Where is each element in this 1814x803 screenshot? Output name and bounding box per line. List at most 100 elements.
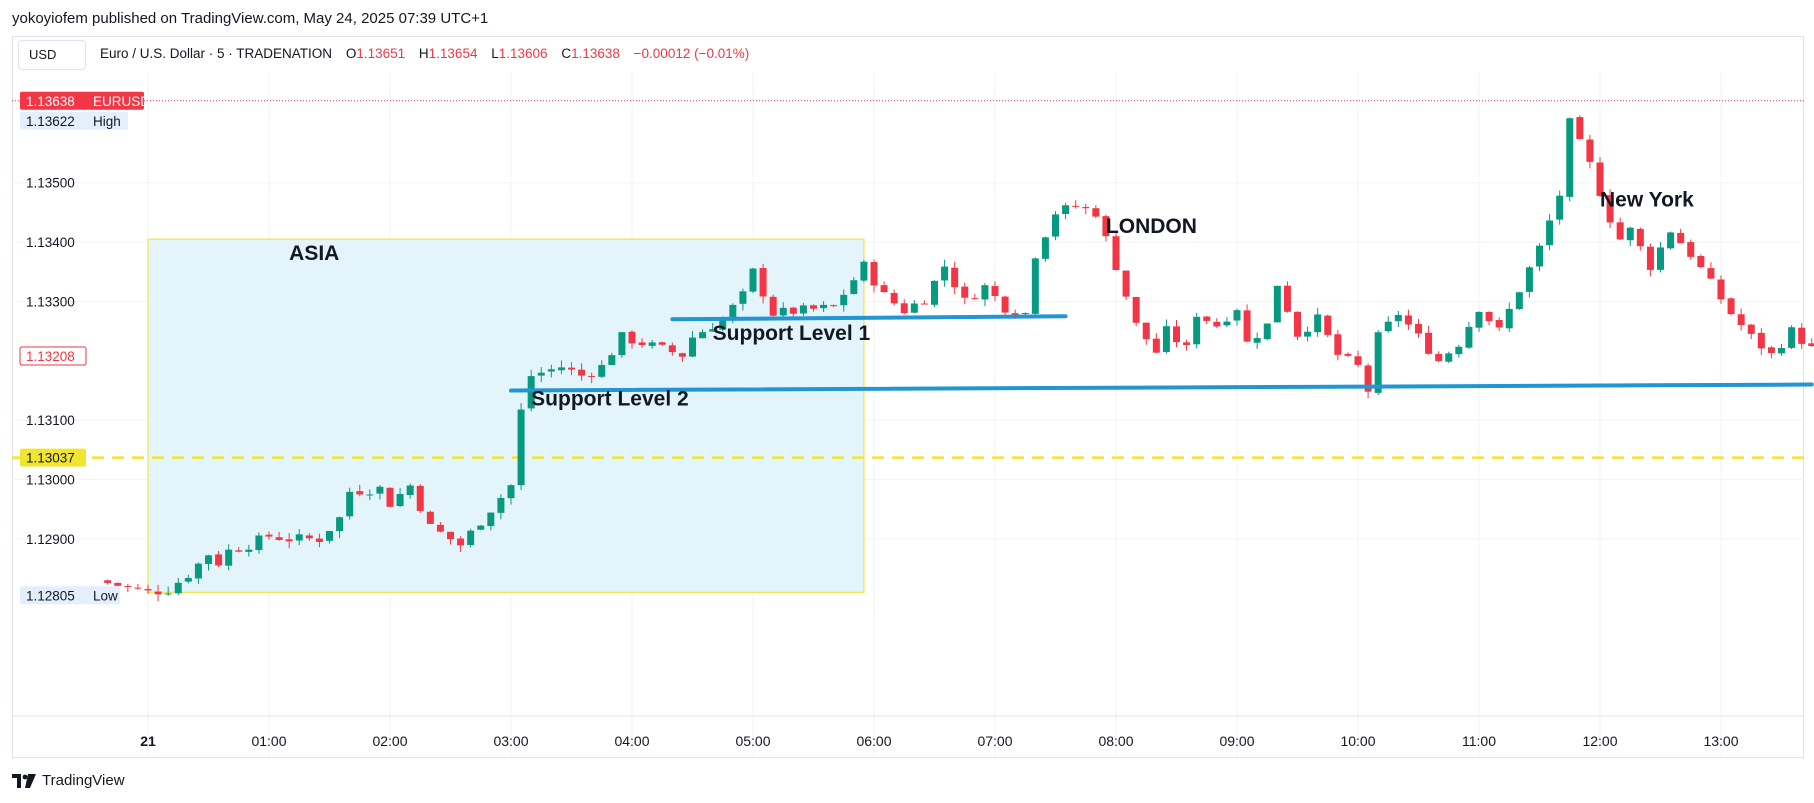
candle-body — [870, 262, 878, 286]
candle-body — [507, 485, 515, 499]
candle-body — [1576, 117, 1584, 140]
x-tick-label: 04:00 — [614, 733, 649, 749]
price-label-outline — [19, 346, 87, 366]
candle-body — [477, 525, 485, 530]
candle-body — [134, 587, 142, 589]
candle-body — [1636, 228, 1644, 247]
candle-body — [114, 582, 122, 586]
candle-body — [1374, 332, 1382, 393]
candle-body — [1445, 353, 1453, 362]
candle-body — [920, 303, 928, 305]
candle-body — [1737, 314, 1745, 326]
candle-body — [305, 535, 313, 539]
candle-body — [991, 286, 999, 296]
candle-body — [769, 296, 777, 316]
candle-body — [1455, 346, 1463, 355]
candle-body — [315, 538, 323, 542]
x-tick-label: 13:00 — [1703, 733, 1738, 749]
candle-body — [1193, 316, 1201, 345]
currency-button[interactable]: USD — [18, 40, 86, 70]
candle-body — [1324, 315, 1332, 335]
price-label-tag: EURUSD — [93, 94, 150, 109]
candle-body — [1596, 162, 1604, 196]
candle-body — [799, 305, 807, 314]
candle-body — [497, 497, 505, 513]
candle-body — [941, 266, 949, 281]
support-label-1: Support Level 1 — [713, 322, 871, 345]
candle-body — [275, 537, 283, 540]
high-label: H — [418, 46, 429, 61]
candle-body — [124, 586, 132, 588]
candle-body — [1525, 267, 1533, 292]
candle-body — [1092, 208, 1100, 217]
candle-body — [1334, 334, 1342, 355]
candle-body — [436, 524, 444, 532]
candle-body — [1173, 326, 1180, 343]
ohlc-legend: Euro / U.S. Dollar · 5 · TRADENATION O1.… — [100, 46, 759, 61]
candle-body — [810, 305, 817, 309]
price-label-value: 1.12805 — [26, 588, 75, 603]
x-tick-label: 01:00 — [251, 733, 286, 749]
candle-body — [1415, 323, 1422, 334]
candle-body — [1203, 316, 1211, 321]
candle-body — [487, 512, 495, 527]
y-tick-label: 1.13400 — [26, 235, 75, 250]
candle-body — [326, 530, 333, 541]
candle-body — [1011, 313, 1019, 316]
candle-body — [830, 305, 838, 307]
candle-body — [699, 332, 707, 339]
candle-body — [1757, 332, 1765, 349]
candle-body — [457, 538, 465, 546]
candle-body — [1465, 326, 1473, 348]
candle-body — [1223, 321, 1231, 326]
price-label-high — [20, 111, 128, 130]
candle-body — [1566, 118, 1574, 197]
candle-body — [1253, 338, 1261, 343]
candle-body — [356, 491, 364, 495]
tradingview-logo-icon — [12, 773, 36, 788]
y-tick-label: 1.13100 — [26, 413, 75, 428]
candle-body — [1394, 314, 1402, 322]
candle-body — [1404, 315, 1412, 325]
candle-body — [971, 298, 979, 300]
candle-body — [1263, 323, 1271, 340]
candle-body — [1062, 205, 1070, 215]
candle-body — [1646, 246, 1654, 270]
candle-body — [1657, 247, 1664, 270]
price-label-value: 1.13622 — [26, 114, 75, 129]
candle-body — [164, 593, 172, 595]
candle-body — [1082, 207, 1090, 209]
candle-body — [608, 355, 616, 365]
candle-body — [336, 517, 344, 532]
candle-body — [1041, 237, 1049, 259]
tradingview-brand[interactable]: TradingView — [12, 772, 125, 789]
candle-body — [1425, 332, 1433, 354]
candle-body — [557, 367, 565, 371]
x-tick-label: 05:00 — [735, 733, 770, 749]
price-label-last — [20, 91, 144, 110]
candle-body — [1273, 285, 1281, 323]
candle-body — [779, 307, 787, 316]
price-label-tag: High — [93, 114, 121, 129]
candle-body — [689, 337, 696, 357]
candle-body — [1354, 356, 1362, 365]
candle-body — [205, 555, 212, 564]
candle-body — [396, 493, 404, 507]
x-tick-label: 09:00 — [1219, 733, 1254, 749]
candle-body — [1687, 242, 1695, 257]
session-label-london: LONDON — [1106, 215, 1197, 238]
candle-body — [628, 331, 636, 344]
candle-body — [1122, 270, 1130, 297]
candle-body — [1294, 311, 1301, 337]
candle-body — [1152, 338, 1160, 353]
price-label-low — [20, 586, 120, 605]
candle-body — [1485, 311, 1493, 322]
price-label-value: 1.13638 — [26, 94, 75, 109]
candle-body — [1707, 268, 1715, 279]
candle-body — [1031, 258, 1039, 314]
candle-body — [789, 307, 797, 314]
candle-body — [729, 304, 737, 319]
candle-body — [648, 342, 656, 346]
candle-body — [154, 591, 162, 595]
